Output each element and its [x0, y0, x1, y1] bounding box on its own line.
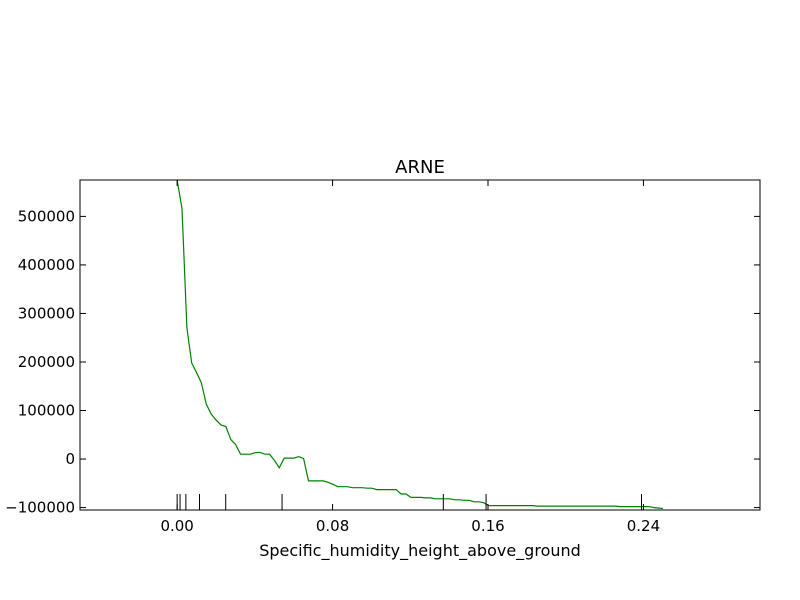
series-line — [176, 179, 663, 510]
x-tick-label: 0.16 — [471, 517, 504, 535]
plot-area — [79, 179, 761, 511]
rug-marks — [176, 494, 642, 510]
plot-frame — [79, 179, 761, 511]
x-axis-label: Specific_humidity_height_above_ground — [259, 541, 581, 561]
y-tick-label: 200000 — [18, 353, 75, 371]
x-tick-label: 0.24 — [627, 517, 660, 535]
y-tick-label: 300000 — [18, 304, 75, 322]
y-axis: −100000 0 100000 200000 300000 400000 500000 — [5, 207, 760, 517]
x-tick-label: 0.08 — [316, 517, 349, 535]
x-axis: 0.00 0.08 0.16 0.24 — [160, 180, 660, 535]
y-tick-label: −100000 — [5, 499, 75, 517]
x-tick-label: 0.00 — [160, 517, 193, 535]
y-tick-label: 500000 — [18, 207, 75, 225]
data-series — [176, 179, 663, 510]
chart-title: ARNE — [395, 157, 445, 178]
y-tick-label: 400000 — [18, 256, 75, 274]
y-tick-label: 0 — [65, 450, 75, 468]
y-tick-label: 100000 — [18, 402, 75, 420]
